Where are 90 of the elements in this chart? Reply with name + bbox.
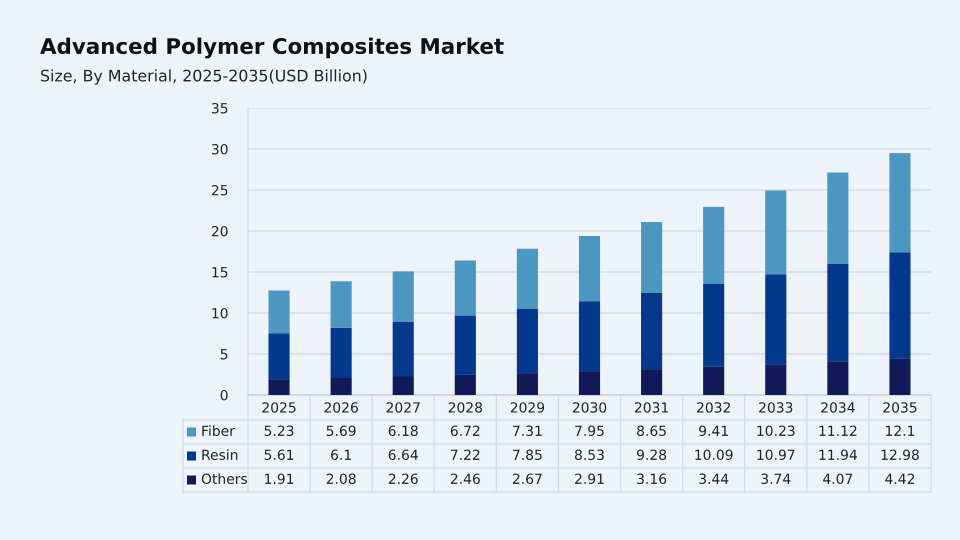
bar: [641, 222, 662, 293]
data-label: 4.07: [823, 474, 852, 484]
x-tick-label: 2034: [821, 402, 855, 413]
bar: [703, 366, 724, 395]
data-label: 5.61: [264, 450, 294, 460]
data-label: 3.16: [637, 474, 666, 484]
legend-label: Fiber: [202, 425, 235, 436]
bar: [268, 379, 290, 395]
data-label: 7.85: [513, 450, 542, 460]
data-label: 1.91: [265, 474, 294, 484]
bar: [703, 284, 724, 367]
y-tick-label: 15: [212, 267, 228, 278]
y-tick-label: 25: [212, 184, 228, 196]
data-label: 2.08: [326, 474, 356, 484]
data-label: 2.46: [450, 474, 480, 484]
bar: [889, 153, 911, 252]
y-tick-label: 20: [212, 226, 228, 236]
y-tick-label: 30: [212, 144, 228, 154]
data-label: 5.23: [264, 426, 294, 436]
x-tick-label: 2028: [448, 402, 482, 413]
data-label: 2.26: [388, 474, 418, 484]
bar: [703, 206, 724, 284]
x-tick-label: 2030: [572, 402, 606, 413]
x-tick-label: 2029: [510, 402, 544, 413]
bar: [268, 290, 290, 334]
data-label: 2.67: [512, 474, 542, 484]
data-label: 5.69: [326, 426, 356, 436]
bar: [454, 374, 476, 395]
x-tick-label: 2027: [386, 402, 420, 413]
bar: [889, 358, 911, 395]
bar: [330, 281, 352, 328]
chart-title: Advanced Polymer Composites Market: [40, 38, 504, 58]
x-tick-label: 2026: [324, 402, 358, 413]
y-tick-label: 5: [220, 349, 228, 360]
bar: [454, 260, 476, 316]
x-tick-label: 2033: [759, 402, 792, 413]
chart-subtitle: Size, By Material, 2025-2035(USD Billion): [41, 69, 367, 85]
x-tick-label: 2032: [697, 402, 730, 413]
data-label: 6.1: [331, 450, 351, 460]
data-label: 6.72: [450, 426, 480, 436]
bar: [392, 376, 414, 395]
bar: [516, 308, 538, 374]
legend-label: Others: [202, 473, 247, 484]
bar: [765, 190, 786, 274]
data-label: 2.91: [575, 474, 604, 484]
bar: [827, 264, 848, 362]
legend-label: Resin: [202, 449, 238, 460]
bar: [516, 373, 538, 395]
bar: [578, 371, 600, 395]
bar: [392, 322, 414, 376]
bar: [578, 236, 600, 302]
data-label: 12.1: [886, 426, 914, 436]
bar: [268, 333, 290, 380]
data-label: 9.41: [699, 426, 728, 436]
bar: [330, 328, 352, 378]
data-label: 11.94: [820, 450, 857, 460]
data-label: 7.22: [450, 450, 480, 460]
bar: [765, 364, 786, 395]
x-tick-label: 2035: [883, 402, 916, 413]
bar: [392, 271, 414, 322]
bar: [641, 369, 662, 395]
bar: [578, 301, 600, 372]
data-label: 7.31: [513, 426, 542, 436]
bar: [827, 172, 848, 264]
bar: [765, 274, 786, 364]
data-label: 10.97: [757, 450, 794, 460]
bar: [889, 252, 911, 359]
x-tick-label: 2031: [634, 402, 668, 413]
data-label: 11.12: [820, 426, 856, 436]
bar: [641, 292, 662, 370]
bar: [516, 248, 538, 309]
y-tick-label: 0: [220, 390, 228, 400]
x-tick-label: 2025: [262, 402, 296, 413]
data-label: 6.64: [388, 450, 418, 460]
data-label: 9.28: [637, 450, 666, 460]
data-label: 3.44: [699, 474, 728, 484]
y-tick-label: 35: [212, 102, 228, 114]
data-label: 10.09: [695, 450, 733, 460]
data-label: 4.42: [885, 474, 914, 484]
data-label: 8.65: [637, 426, 666, 436]
bar: [454, 316, 476, 375]
data-label: 10.23: [757, 426, 795, 436]
data-label: 7.95: [575, 426, 604, 436]
data-label: 6.18: [388, 426, 418, 436]
data-label: 3.74: [761, 474, 790, 484]
y-tick-label: 10: [212, 308, 228, 318]
data-label: 12.98: [882, 450, 919, 460]
bar: [827, 362, 848, 395]
data-label: 8.53: [574, 450, 604, 460]
bar: [330, 378, 352, 395]
